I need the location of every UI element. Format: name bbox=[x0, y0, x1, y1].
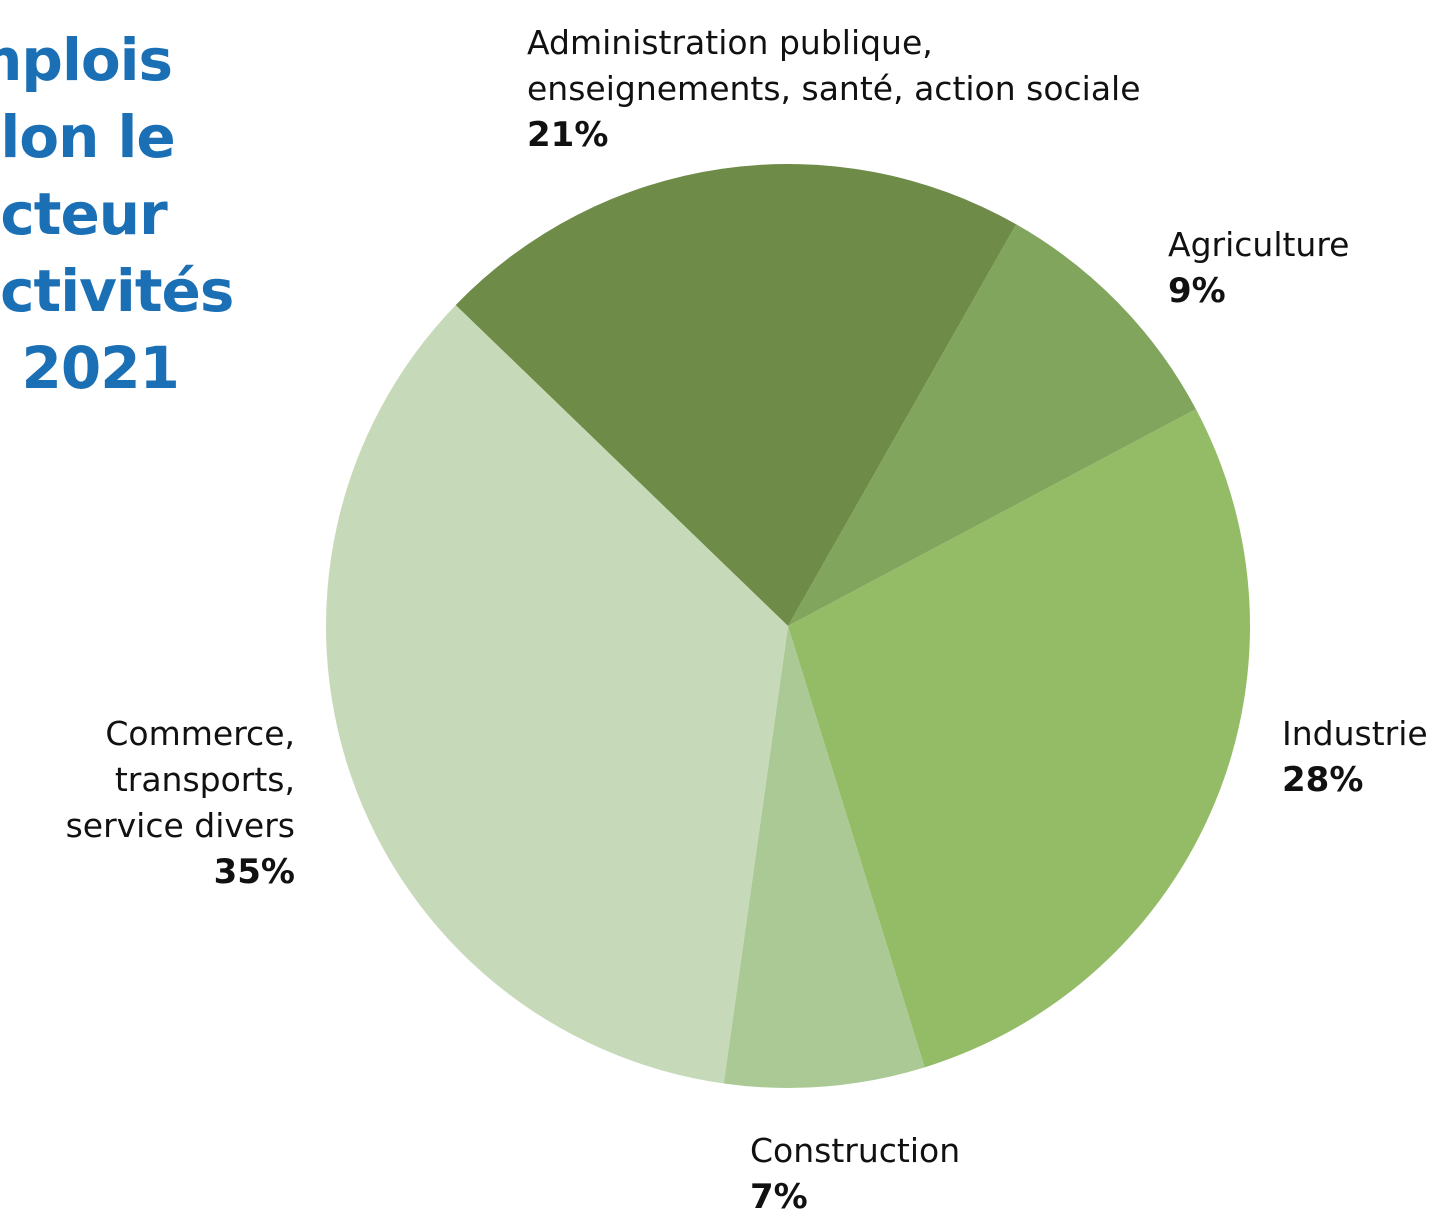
slice-value-label: 35% bbox=[213, 852, 295, 892]
slice-value-label: 28% bbox=[1282, 760, 1364, 800]
slice-name-line: service divers bbox=[65, 806, 295, 845]
pie-slice-commerce bbox=[325, 305, 788, 1084]
slice-name-line: enseignements, santé, action sociale bbox=[527, 69, 1141, 108]
pie-slice-agriculture bbox=[788, 224, 1196, 626]
slice-label-administration: Administration publique, enseignements, … bbox=[527, 20, 1141, 158]
slice-name-line: Construction bbox=[750, 1131, 961, 1170]
title-line-4: activités bbox=[0, 257, 234, 325]
title-line-5: n 2021 bbox=[0, 334, 180, 402]
pie-slice-construction bbox=[723, 626, 925, 1089]
slice-label-industrie: Industrie 28% bbox=[1282, 711, 1428, 803]
slice-value-label: 7% bbox=[750, 1177, 808, 1217]
title-line-2: elon le bbox=[0, 103, 176, 171]
slice-value-label: 9% bbox=[1168, 271, 1226, 311]
title-line-1: mplois bbox=[0, 26, 173, 94]
slice-name-line: Administration publique, bbox=[527, 23, 933, 62]
slice-name-line: Agriculture bbox=[1168, 225, 1350, 264]
slice-name-line: transports, bbox=[114, 760, 295, 799]
pie-slice-industrie bbox=[788, 409, 1250, 1068]
slice-label-construction: Construction 7% bbox=[750, 1128, 960, 1220]
slice-name-line: Industrie bbox=[1282, 714, 1428, 753]
slice-label-commerce: Commerce, transports, service divers 35% bbox=[66, 711, 295, 895]
slice-name-line: Commerce, bbox=[105, 714, 295, 753]
pie-slice-administration bbox=[455, 163, 1017, 626]
slice-value-label: 21% bbox=[527, 115, 609, 155]
slice-label-agriculture: Agriculture 9% bbox=[1168, 222, 1349, 314]
